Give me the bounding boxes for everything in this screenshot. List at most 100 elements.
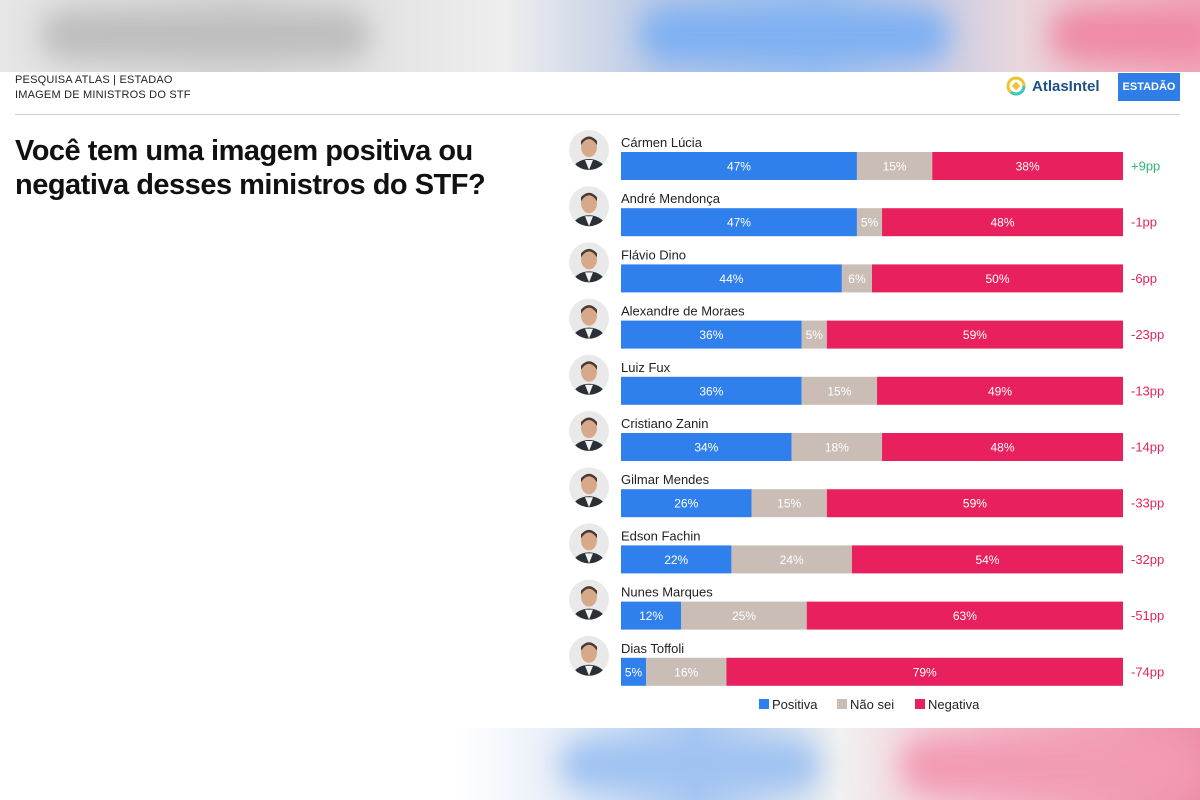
bar-segment-positiva	[621, 433, 792, 461]
data-label: 79%	[913, 665, 937, 679]
chart-question: Você tem uma imagem positiva ou negativa…	[15, 135, 486, 201]
data-label: 24%	[780, 553, 804, 567]
bar-segment-n-o-sei	[731, 545, 852, 574]
header-divider	[15, 114, 1180, 115]
data-label: 48%	[991, 216, 1015, 230]
data-label: 6%	[848, 272, 866, 286]
bar-segment-positiva	[621, 657, 647, 686]
stacked-bar-chart: Cármen Lúcia 47% 15% 38% +9pp André Mendonça 4…	[569, 130, 1164, 712]
minister-avatar-portrait	[572, 473, 606, 508]
kicker-line-1: PESQUISA ATLAS | ESTADAO	[15, 74, 173, 86]
minister-avatar-portrait	[572, 642, 606, 676]
data-label: 5%	[861, 216, 879, 230]
data-label: 44%	[719, 272, 743, 286]
minister-avatar-portrait	[572, 417, 606, 451]
minister-name: Nunes Marques	[621, 585, 713, 600]
legend-swatch	[837, 699, 847, 709]
minister-avatar-portrait	[572, 192, 606, 227]
data-label: 5%	[625, 665, 643, 679]
data-label: 26%	[674, 497, 698, 511]
data-label: 15%	[827, 384, 851, 398]
background-photo-bottom	[0, 728, 1200, 800]
minister-name: Cristiano Zanin	[621, 416, 708, 431]
bar-segment-n-o-sei	[801, 320, 827, 349]
minister-name: Dias Toffoli	[621, 641, 684, 656]
bar-segment-n-o-sei	[646, 657, 727, 686]
kicker-line-2: IMAGEM DE MINISTROS DO STF	[15, 89, 191, 101]
atlasintel-wordmark: AtlasIntel	[1032, 77, 1100, 95]
data-label: 34%	[694, 441, 718, 455]
net-difference-label: -13pp	[1131, 383, 1164, 398]
bar-segment-positiva	[621, 489, 752, 518]
data-label: 15%	[777, 497, 801, 511]
bar-segment-n-o-sei	[751, 489, 827, 518]
bar-segment-positiva	[621, 601, 682, 630]
legend-label: Positiva	[772, 697, 818, 712]
bar-segment-positiva	[621, 208, 857, 237]
minister-name: André Mendonça	[621, 191, 721, 206]
data-label: 12%	[639, 609, 663, 623]
bar-segment-n-o-sei	[681, 601, 807, 630]
bar-segment-n-o-sei	[791, 433, 883, 461]
net-difference-label: -6pp	[1131, 271, 1157, 286]
minister-avatar-portrait	[572, 248, 606, 283]
net-difference-label: -33pp	[1131, 496, 1164, 511]
atlasintel-logo: AtlasIntel	[1006, 75, 1100, 97]
legend-label: Negativa	[928, 697, 980, 712]
bar-segment-negativa	[726, 657, 1123, 686]
minister-avatar-portrait	[572, 586, 606, 620]
legend-swatch	[759, 699, 769, 709]
data-label: 16%	[674, 665, 698, 679]
data-label: 49%	[988, 384, 1012, 398]
bar-segment-n-o-sei	[841, 264, 872, 293]
minister-name: Edson Fachin	[621, 528, 701, 543]
background-photo-top	[0, 0, 1200, 72]
minister-avatar-portrait	[572, 361, 606, 395]
bar-segment-negativa	[882, 433, 1123, 461]
data-label: 18%	[825, 441, 849, 455]
minister-name: Cármen Lúcia	[621, 135, 703, 150]
net-difference-label: -1pp	[1131, 215, 1157, 230]
net-difference-label: +9pp	[1131, 159, 1160, 174]
net-difference-label: -32pp	[1131, 552, 1164, 567]
data-label: 47%	[727, 160, 751, 174]
data-label: 63%	[953, 609, 977, 623]
data-label: 38%	[1016, 160, 1040, 174]
bar-segment-negativa	[826, 320, 1123, 349]
bar-segment-positiva	[621, 320, 802, 349]
net-difference-label: -51pp	[1131, 608, 1164, 623]
estadao-logo: ESTADÃO	[1118, 73, 1180, 101]
bar-segment-negativa	[806, 601, 1123, 630]
data-label: 59%	[963, 497, 987, 511]
data-label: 48%	[991, 441, 1015, 455]
data-label: 50%	[985, 272, 1009, 286]
bar-segment-positiva	[621, 376, 802, 405]
data-label: 5%	[806, 328, 824, 342]
data-label: 36%	[699, 328, 723, 342]
data-label: 22%	[664, 553, 688, 567]
data-label: 59%	[963, 328, 987, 342]
bar-segment-n-o-sei	[856, 208, 883, 237]
net-difference-label: -14pp	[1131, 440, 1164, 455]
bar-segment-n-o-sei	[856, 152, 933, 180]
minister-name: Flávio Dino	[621, 247, 686, 262]
bar-segment-positiva	[621, 545, 732, 574]
atlas-logo-icon	[1006, 76, 1026, 96]
bar-segment-negativa	[882, 208, 1123, 237]
data-label: 47%	[727, 216, 751, 230]
bar-segment-negativa	[872, 264, 1123, 293]
minister-avatar-portrait	[572, 529, 606, 564]
bar-segment-negativa	[826, 489, 1123, 518]
bar-segment-positiva	[621, 264, 842, 293]
net-difference-label: -23pp	[1131, 327, 1164, 342]
minister-name: Gilmar Mendes	[621, 472, 710, 487]
minister-name: Luiz Fux	[621, 360, 671, 375]
data-label: 25%	[732, 609, 756, 623]
minister-avatar-portrait	[572, 136, 606, 170]
bar-segment-negativa	[877, 376, 1123, 405]
data-label: 54%	[975, 553, 999, 567]
minister-name: Alexandre de Moraes	[621, 304, 745, 319]
minister-avatar-portrait	[572, 305, 606, 339]
bar-segment-negativa	[932, 152, 1123, 180]
bar-segment-negativa	[851, 545, 1123, 574]
